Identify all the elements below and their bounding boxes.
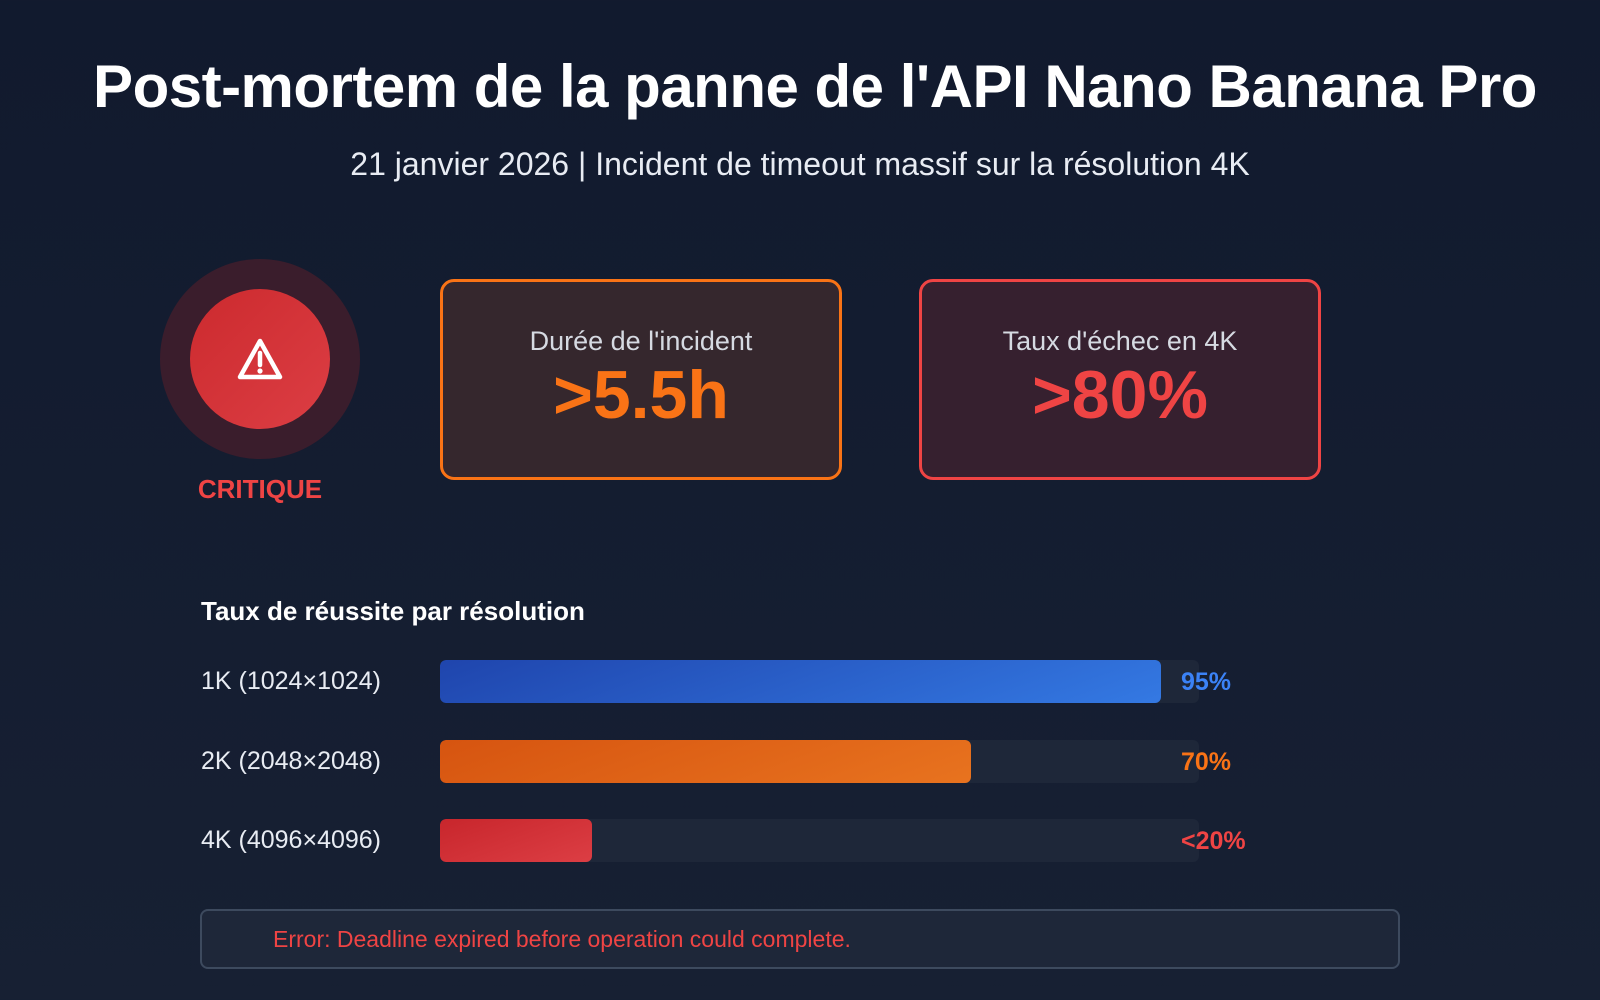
page-subtitle: 21 janvier 2026 | Incident de timeout ma… bbox=[350, 146, 1250, 182]
bar-label: 2K (2048×2048) bbox=[201, 747, 382, 775]
bar-value: 70% bbox=[1181, 748, 1232, 776]
failure-rate-card: Taux d'échec en 4K >80% bbox=[919, 279, 1321, 480]
chart-title: Taux de réussite par résolution bbox=[201, 596, 585, 626]
severity-badge bbox=[190, 289, 330, 429]
bar-value: <20% bbox=[1181, 827, 1246, 855]
severity-label: CRITIQUE bbox=[197, 474, 323, 504]
page-title: Post-mortem de la panne de l'API Nano Ba… bbox=[93, 53, 1537, 120]
bar-track bbox=[440, 660, 1199, 703]
card-label: Taux d'échec en 4K bbox=[1002, 326, 1238, 356]
bar-label: 4K (4096×4096) bbox=[201, 826, 382, 854]
error-message: Error: Deadline expired before operation… bbox=[273, 926, 851, 952]
card-value: >5.5h bbox=[553, 357, 729, 433]
bar-fill bbox=[440, 660, 1162, 703]
bar-value: 95% bbox=[1181, 668, 1232, 696]
card-value: >80% bbox=[1032, 357, 1208, 433]
bar-track bbox=[440, 819, 1199, 862]
bar-fill bbox=[440, 819, 592, 862]
bar-track bbox=[440, 740, 1199, 783]
bar-fill bbox=[440, 740, 972, 783]
incident-duration-card: Durée de l'incident >5.5h bbox=[440, 279, 842, 480]
warning-triangle-icon bbox=[237, 338, 283, 380]
card-label: Durée de l'incident bbox=[529, 326, 753, 356]
error-message-box bbox=[200, 909, 1400, 969]
bar-label: 1K (1024×1024) bbox=[201, 667, 382, 695]
